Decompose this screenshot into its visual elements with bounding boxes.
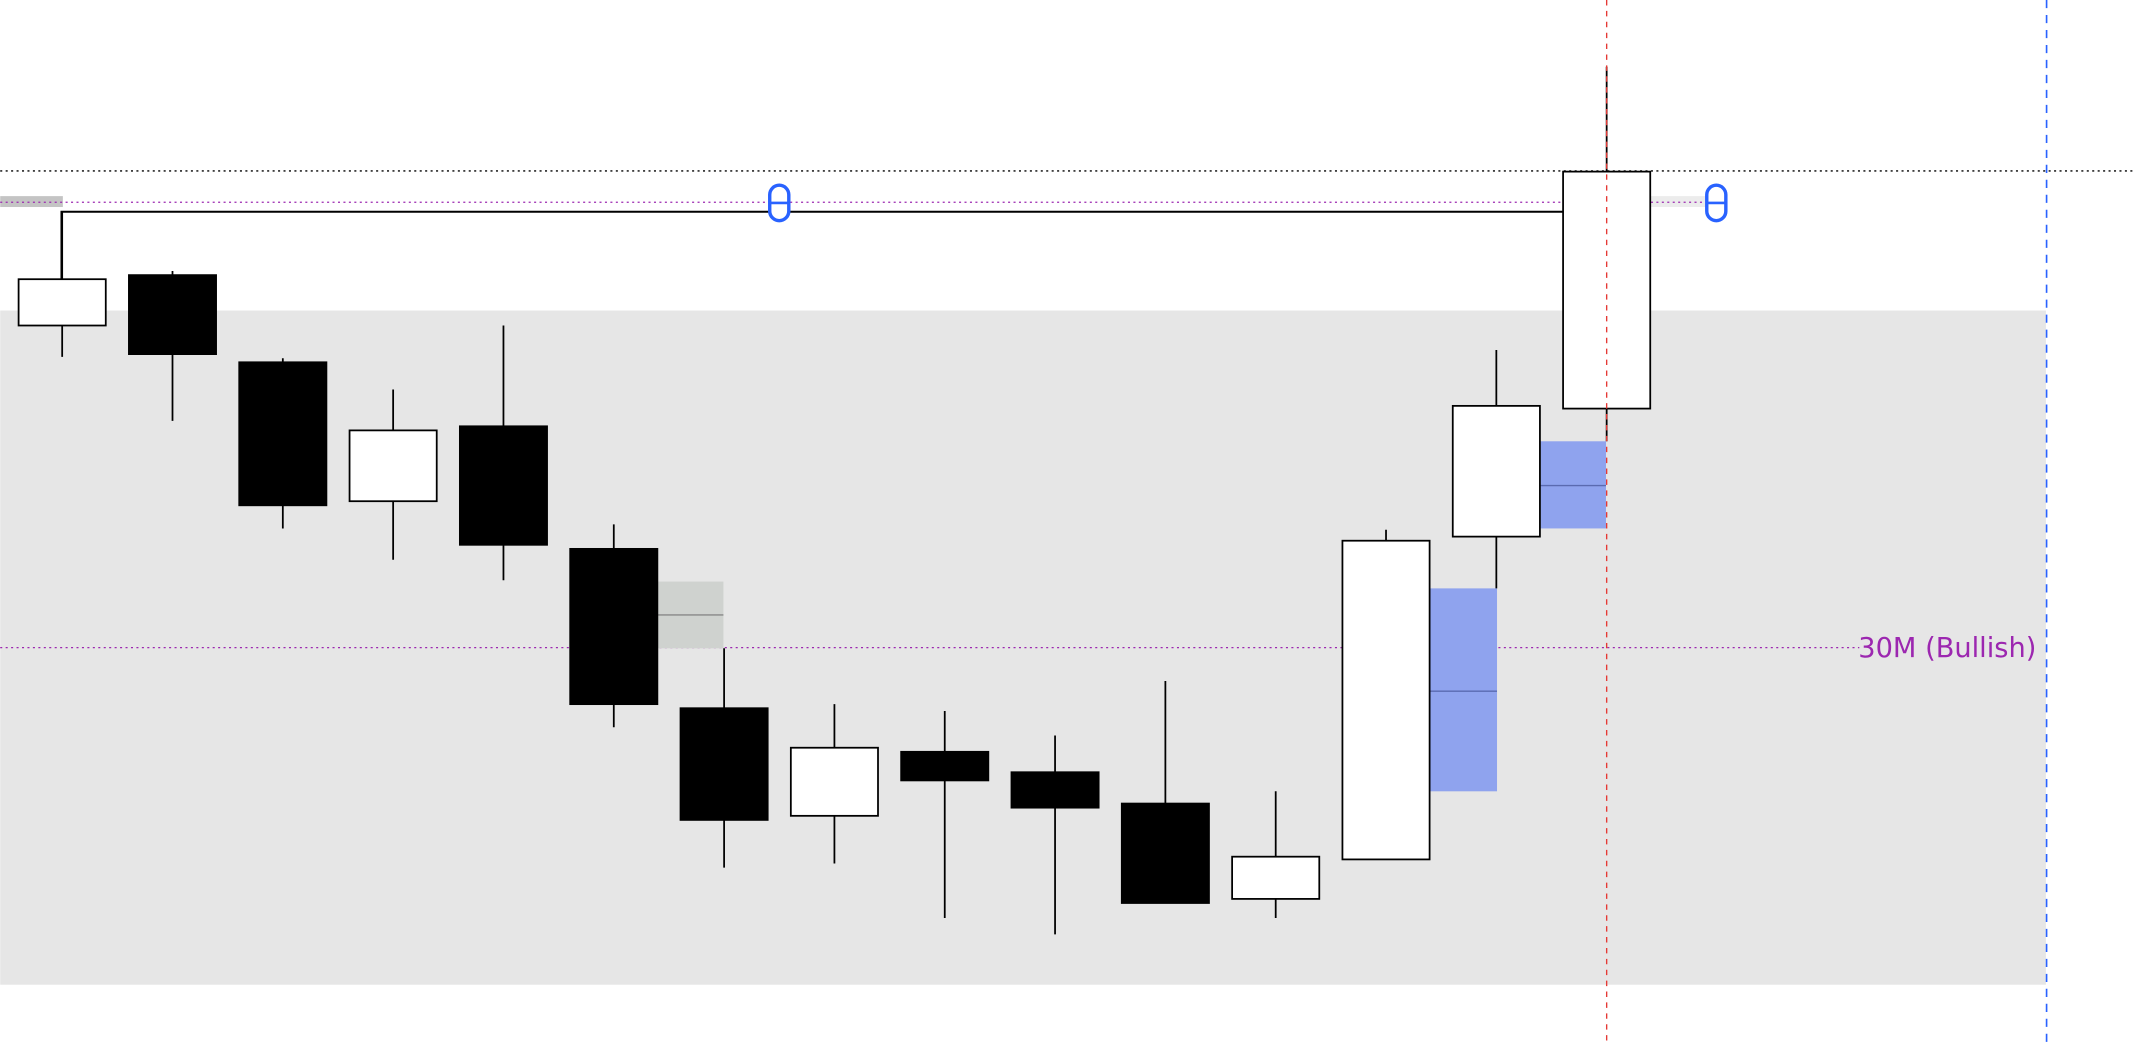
candle-body [679,707,769,821]
candle-body [1451,404,1541,538]
candles [17,66,1652,935]
candle-body [1010,771,1100,809]
candle-body [1341,539,1431,861]
drawn-line [60,210,1564,280]
candle-body [789,746,879,817]
candle-body [900,750,990,782]
zone [0,310,2046,985]
candle-body [458,425,548,546]
candle-body [348,429,438,503]
level-marker [0,196,63,208]
candle-body [569,547,659,706]
candle-body [1120,802,1210,904]
candle-body [17,278,107,327]
candle-body [1231,855,1321,900]
gap-box [1430,588,1498,792]
annotation: 30M (Bullish) [1858,633,2036,664]
candle-body [238,361,328,507]
candle-body [128,274,217,355]
